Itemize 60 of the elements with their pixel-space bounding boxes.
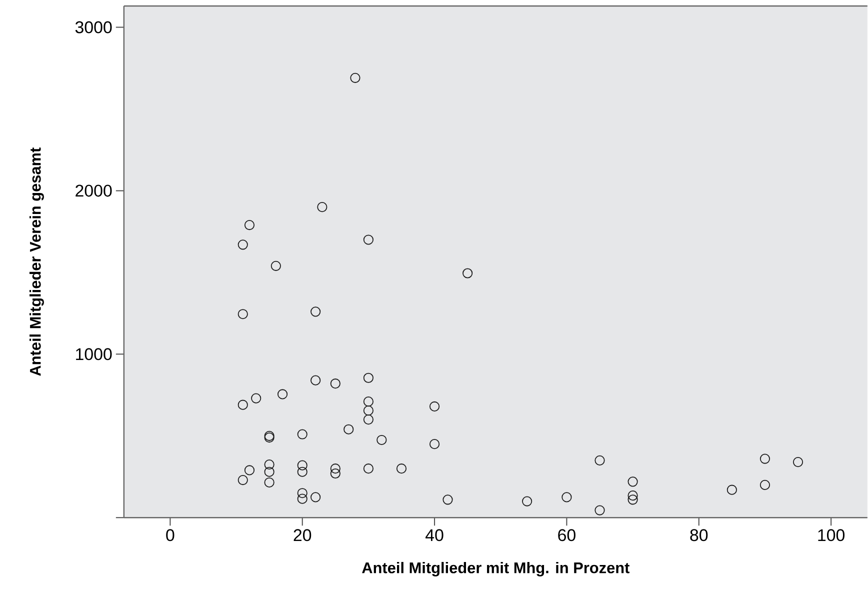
point [264, 478, 274, 488]
point [376, 435, 387, 446]
point [264, 467, 274, 478]
point [244, 220, 255, 230]
point [238, 309, 248, 320]
point [297, 467, 308, 478]
point [297, 460, 308, 471]
point [562, 492, 572, 502]
point [270, 261, 281, 272]
y-tick-label: 1000 [76, 348, 112, 360]
x-tick-label: 100 [818, 529, 845, 542]
point [244, 465, 255, 476]
point [317, 202, 328, 212]
point [628, 490, 638, 501]
point [350, 73, 360, 84]
point [628, 494, 638, 505]
point [396, 464, 407, 474]
x-tick-label: 60 [558, 529, 576, 542]
point [792, 457, 804, 468]
point [363, 234, 374, 245]
x-tick-label: 20 [294, 529, 312, 542]
x-tick-label: 80 [690, 529, 708, 542]
point [297, 488, 308, 498]
y-tick-label: 2000 [76, 184, 112, 197]
point [594, 505, 605, 516]
point [297, 429, 308, 440]
point [363, 406, 374, 416]
point [760, 480, 770, 490]
x-axis-title: Anteil Mitglieder mit Mhg. in Prozent [362, 562, 630, 577]
point [310, 306, 321, 317]
point [363, 464, 374, 474]
point [760, 454, 770, 464]
point [522, 496, 532, 507]
point [442, 494, 453, 505]
point [594, 456, 605, 466]
point [363, 396, 374, 407]
point [726, 485, 737, 496]
point [429, 439, 440, 450]
point [310, 375, 321, 386]
point [277, 389, 288, 400]
point [344, 424, 354, 435]
point [238, 400, 248, 410]
x-tick-label: 40 [426, 529, 444, 542]
x-tick-label: 0 [166, 529, 174, 542]
point [628, 476, 638, 487]
point [330, 468, 340, 479]
point [429, 402, 440, 412]
point [330, 464, 340, 474]
point [462, 268, 473, 279]
point [238, 475, 248, 486]
point [251, 393, 262, 404]
point [363, 373, 374, 384]
point [297, 494, 308, 504]
point [310, 492, 321, 502]
y-axis-title: Anteil Mitglieder Verein gesamt [29, 148, 44, 376]
point [238, 240, 248, 250]
point [264, 460, 274, 470]
point [330, 378, 340, 389]
y-tick-label: 3000 [75, 21, 112, 34]
point [363, 414, 374, 425]
